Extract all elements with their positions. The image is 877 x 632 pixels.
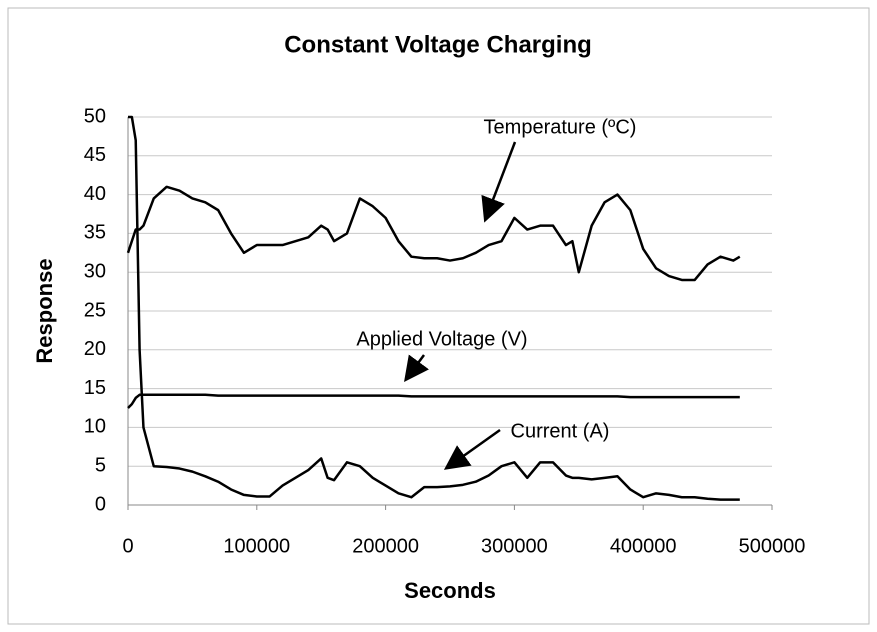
x-axis-label: Seconds <box>404 578 496 603</box>
y-tick-label: 20 <box>84 338 106 360</box>
x-tick-label: 300000 <box>481 535 548 557</box>
series-line <box>126 185 741 282</box>
x-tick-label: 400000 <box>610 535 677 557</box>
chart-frame <box>7 7 870 625</box>
y-tick-label: 25 <box>84 299 106 321</box>
series-line <box>127 393 740 409</box>
y-tick-label: 5 <box>95 454 106 476</box>
x-tick-label: 0 <box>122 535 133 557</box>
annotation: Current (A) <box>511 420 610 442</box>
annotation: Applied Voltage (V) <box>356 328 527 350</box>
y-tick-label: 10 <box>84 416 106 438</box>
y-tick-label: 40 <box>84 183 106 205</box>
y-tick-label: 30 <box>84 260 106 282</box>
y-tick-label: 0 <box>95 493 106 515</box>
chart-title: Constant Voltage Charging <box>284 31 592 58</box>
y-tick-label: 45 <box>84 144 106 166</box>
x-tick-label: 200000 <box>352 535 419 557</box>
y-tick-label: 15 <box>84 377 106 399</box>
series-line <box>128 115 740 501</box>
annotation-arrow <box>481 141 517 223</box>
y-axis-label: Response <box>32 258 57 363</box>
x-tick-label: 500000 <box>739 535 806 557</box>
y-tick-label: 50 <box>84 105 106 127</box>
y-tick-label: 35 <box>84 222 106 244</box>
annotation-arrow <box>404 354 429 383</box>
annotation: Temperature (ºC) <box>484 116 637 138</box>
annotation-arrow <box>443 428 501 470</box>
x-tick-label: 100000 <box>223 535 290 557</box>
